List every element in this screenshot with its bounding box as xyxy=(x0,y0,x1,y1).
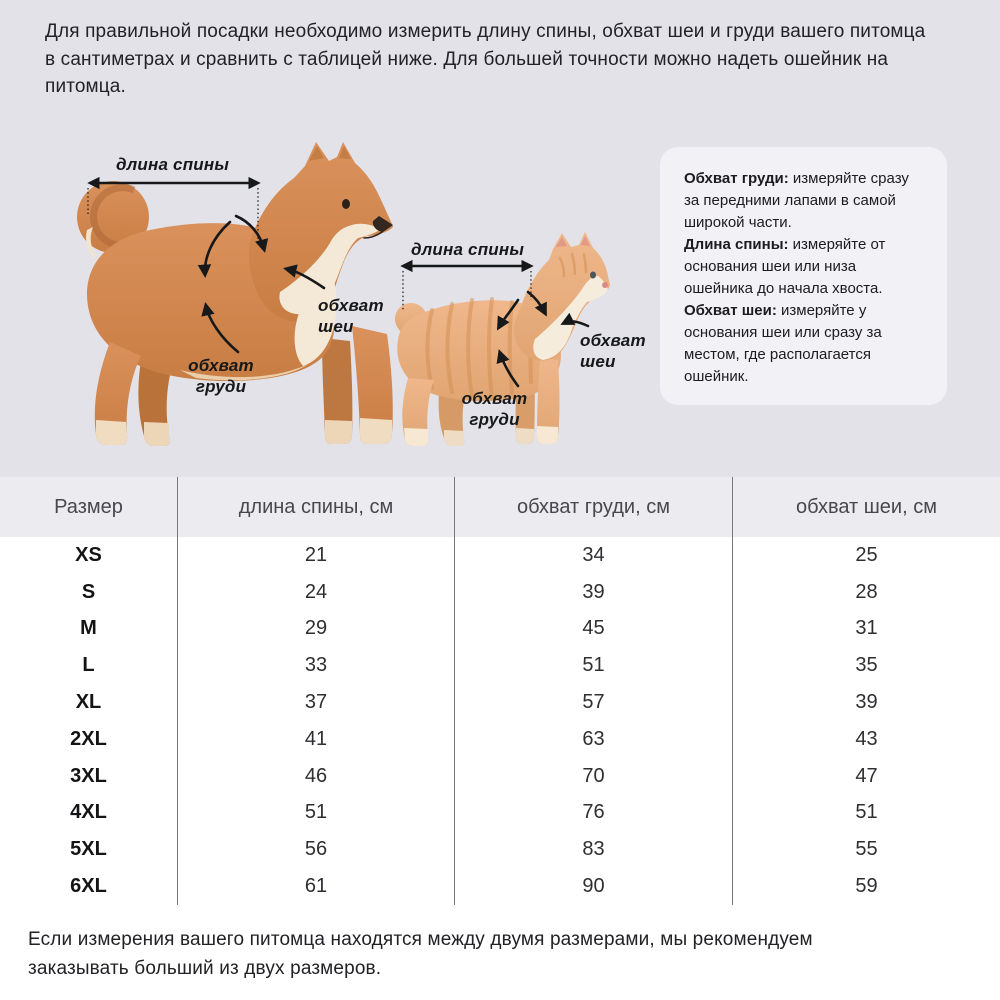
value-cell: 46 xyxy=(178,757,455,795)
value-cell: 21 xyxy=(178,537,455,574)
value-cell: 76 xyxy=(455,794,733,832)
dog-chest-girth-label: обхват груди xyxy=(188,356,254,396)
table-header-row: Размер длина спины, см обхват груди, см … xyxy=(0,477,1000,537)
dotted-guides xyxy=(87,188,532,310)
table-row: M 29 45 31 xyxy=(0,610,1000,648)
table-row: S 24 39 28 xyxy=(0,573,1000,611)
header-neck: обхват шеи, см xyxy=(796,495,937,518)
value-cell: 39 xyxy=(455,573,733,611)
value-cell: 70 xyxy=(455,757,733,795)
value-cell: 47 xyxy=(855,764,878,787)
value-cell: 57 xyxy=(455,684,733,721)
girth-arrows xyxy=(197,214,590,388)
size-cell: 3XL xyxy=(0,757,178,795)
table-row: 3XL 46 70 47 xyxy=(0,757,1000,795)
size-cell: XL xyxy=(0,684,178,721)
value-cell: 51 xyxy=(855,801,878,824)
size-cell: M xyxy=(0,610,178,648)
value-cell: 29 xyxy=(178,610,455,648)
header-size: Размер xyxy=(0,477,178,537)
value-cell: 28 xyxy=(855,580,878,603)
value-cell: 56 xyxy=(178,831,455,869)
cat-chest-girth-label: обхват груди xyxy=(461,389,528,429)
measurement-hero-section: Для правильной посадки необходимо измери… xyxy=(0,0,1000,477)
table-row: XS 21 34 25 xyxy=(0,537,1000,574)
size-cell: 6XL xyxy=(0,868,178,905)
size-cell: 5XL xyxy=(0,831,178,869)
size-cell: 4XL xyxy=(0,794,178,832)
dog-back-length-label: длина спины xyxy=(115,155,230,174)
measurement-arrows xyxy=(87,176,590,388)
value-cell: 63 xyxy=(455,720,733,758)
value-cell: 51 xyxy=(455,647,733,685)
value-cell: 45 xyxy=(455,610,733,648)
value-cell: 43 xyxy=(855,727,878,750)
size-cell: XS xyxy=(0,537,178,574)
size-cell: S xyxy=(0,573,178,611)
value-cell: 83 xyxy=(455,831,733,869)
cat-back-length-label: длина спины xyxy=(410,240,525,259)
size-table: Размер длина спины, см обхват груди, см … xyxy=(0,477,1000,905)
value-cell: 59 xyxy=(855,875,878,898)
value-cell: 51 xyxy=(178,794,455,832)
measurement-instructions-card: Обхват груди: измеряйте сразу за передни… xyxy=(660,147,947,405)
value-cell: 34 xyxy=(455,537,733,574)
instruction-chest: Обхват груди: измеряйте сразу за передни… xyxy=(684,170,909,231)
pets-measurement-diagram xyxy=(77,142,610,446)
instruction-neck: Обхват шеи: измеряйте у основания шеи ил… xyxy=(684,302,882,385)
value-cell: 90 xyxy=(455,868,733,905)
value-cell: 37 xyxy=(178,684,455,721)
table-row: 6XL 61 90 59 xyxy=(0,868,1000,905)
header-back: длина спины, см xyxy=(178,477,455,537)
size-cell: L xyxy=(0,647,178,685)
size-cell: 2XL xyxy=(0,720,178,758)
table-body: XS 21 34 25 S 24 39 28 M 29 45 31 L 33 51 35 XL 37 57 39 2XL… xyxy=(0,537,1000,905)
value-cell: 25 xyxy=(855,543,878,566)
value-cell: 24 xyxy=(178,573,455,611)
value-cell: 33 xyxy=(178,647,455,685)
value-cell: 31 xyxy=(855,617,878,640)
header-chest: обхват груди, см xyxy=(455,477,733,537)
table-row: XL 37 57 39 xyxy=(0,684,1000,721)
table-row: 5XL 56 83 55 xyxy=(0,831,1000,869)
cat-neck-girth-label: обхват шеи xyxy=(580,331,646,371)
value-cell: 61 xyxy=(178,868,455,905)
value-cell: 55 xyxy=(855,838,878,861)
instruction-back: Длина спины: измеряйте от основания шеи … xyxy=(684,236,886,297)
value-cell: 39 xyxy=(855,691,878,714)
dog-neck-girth-label: обхват шеи xyxy=(318,296,384,336)
intro-paragraph: Для правильной посадки необходимо измери… xyxy=(45,21,926,97)
outro-paragraph: Если измерения вашего питомца находятся … xyxy=(28,929,813,979)
table-row: 2XL 41 63 43 xyxy=(0,720,1000,758)
value-cell: 35 xyxy=(855,654,878,677)
dog-illustration xyxy=(77,142,393,446)
table-row: 4XL 51 76 51 xyxy=(0,794,1000,832)
table-row: L 33 51 35 xyxy=(0,647,1000,685)
value-cell: 41 xyxy=(178,720,455,758)
